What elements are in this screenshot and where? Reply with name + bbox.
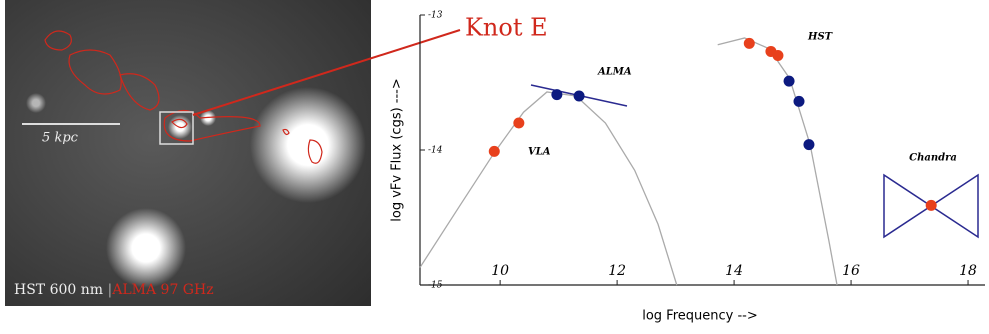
caption-alma: ALMA 97 GHz — [111, 282, 213, 298]
y-tick-label: -14 — [428, 146, 443, 156]
data-point — [489, 146, 500, 157]
image-caption: HST 600 nm |ALMA 97 GHz — [14, 282, 214, 298]
model-curve — [718, 38, 837, 285]
page: {"image": {"scale_label": "5 kpc", "capt… — [0, 0, 989, 330]
annotation: VLA — [528, 147, 551, 158]
star — [106, 208, 186, 288]
y-tick-label: -15 — [428, 281, 443, 291]
data-point — [744, 38, 755, 49]
data-point — [551, 89, 562, 100]
callout-label: Knot E — [465, 14, 548, 42]
x-tick-label: 12 — [608, 263, 626, 279]
y-axis-label: log vFv Flux (cgs) ---> — [390, 78, 405, 222]
hst-image: 5 kpc Knot E HST 600 nm |ALMA 97 GHz — [5, 0, 548, 306]
x-tick-label: 14 — [725, 263, 743, 279]
annotation: HST — [807, 32, 834, 43]
scale-label: 5 kpc — [42, 131, 79, 146]
data-point — [926, 200, 937, 211]
annotation: ALMA — [597, 67, 632, 78]
data-point — [772, 50, 783, 61]
annotation: Chandra — [909, 153, 957, 164]
y-tick-label: -13 — [428, 11, 443, 21]
star — [26, 93, 46, 113]
star — [250, 87, 366, 203]
x-tick-label: 18 — [959, 263, 977, 279]
data-point — [803, 139, 814, 150]
data-point — [513, 118, 524, 129]
data-point — [794, 96, 805, 107]
sed-plot: log Frequency --> log vFv Flux (cgs) ---… — [390, 15, 986, 324]
data-point — [574, 91, 585, 102]
model-curve — [420, 92, 677, 285]
figure: 5 kpc Knot E HST 600 nm |ALMA 97 GHz log… — [0, 0, 989, 330]
x-axis-label: log Frequency --> — [642, 309, 758, 324]
x-tick-label: 16 — [842, 263, 860, 279]
data-point — [784, 76, 795, 87]
caption-hst: HST 600 nm — [14, 282, 103, 298]
x-tick-label: 10 — [491, 263, 509, 279]
